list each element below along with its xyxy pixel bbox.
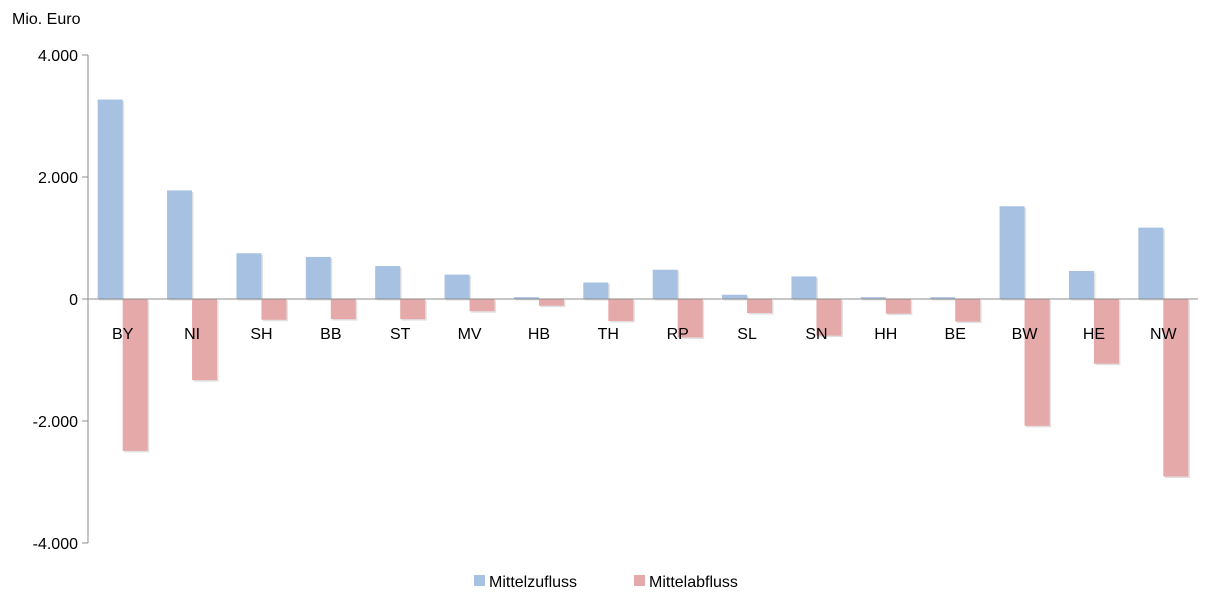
x-category-label-be: BE xyxy=(945,326,966,343)
bar-mittelabfluss-sl xyxy=(747,299,773,314)
bar-mittelzufluss-th xyxy=(583,282,609,299)
x-category-label-ni: NI xyxy=(184,326,200,343)
bar-mittelzufluss-he xyxy=(1068,270,1094,299)
bar-mittelzufluss-be xyxy=(930,297,956,299)
y-tick-label: 0 xyxy=(69,292,78,309)
x-category-label-by: BY xyxy=(112,326,134,343)
x-category-label-st: ST xyxy=(390,326,411,343)
bar-mittelabfluss-bw xyxy=(1024,299,1050,426)
bar-mittelzufluss-sl xyxy=(722,294,748,299)
x-category-label-rp: RP xyxy=(667,326,689,343)
x-category-label-hh: HH xyxy=(874,326,897,343)
bar-mittelabfluss-hh xyxy=(885,299,911,314)
bars xyxy=(97,99,1190,479)
bar-mittelabfluss-he xyxy=(1093,299,1119,364)
x-category-label-nw: NW xyxy=(1150,326,1178,343)
category-labels: BY NI SH BB ST MV HB TH RP SL SN HH BE BW HE NW xyxy=(112,326,1178,343)
bar-mittelzufluss-st xyxy=(375,266,401,299)
x-category-label-sl: SL xyxy=(737,326,757,343)
bar-shadow xyxy=(515,298,541,301)
y-tick-label: 4.000 xyxy=(38,48,78,65)
bar-mittelzufluss-nw xyxy=(1138,227,1164,299)
bar-mittelabfluss-ni xyxy=(192,299,218,381)
bar-mittelabfluss-rp xyxy=(677,299,703,338)
bar-mittelzufluss-sn xyxy=(791,276,817,299)
y-axis-unit-label: Mio. Euro xyxy=(12,11,81,28)
bar-mittelabfluss-sh xyxy=(261,299,287,320)
bar-mittelzufluss-sh xyxy=(236,253,262,299)
bar-mittelabfluss-hb xyxy=(538,299,564,306)
bar-mittelzufluss-bb xyxy=(305,256,331,299)
bar-mittelabfluss-nw xyxy=(1163,299,1189,477)
bar-mittelabfluss-bb xyxy=(330,299,356,320)
legend-swatch-mittelzufluss xyxy=(474,575,485,586)
bar-mittelabfluss-st xyxy=(400,299,426,320)
bar-mittelzufluss-rp xyxy=(652,269,678,299)
x-category-label-bw: BW xyxy=(1012,326,1039,343)
x-category-label-th: TH xyxy=(598,326,619,343)
legend-label-mittelzufluss: Mittelzufluss xyxy=(489,574,577,591)
y-axis: 4.000 2.000 0 -2.000 -4.000 xyxy=(33,48,89,553)
x-category-label-sh: SH xyxy=(250,326,272,343)
bar-mittelzufluss-ni xyxy=(167,190,193,299)
bar-mittelzufluss-mv xyxy=(444,274,470,299)
bar-shadow xyxy=(862,298,888,301)
bar-mittelabfluss-by xyxy=(122,299,148,451)
bar-mittelabfluss-mv xyxy=(469,299,495,312)
x-category-label-sn: SN xyxy=(805,326,827,343)
bar-mittelabfluss-sn xyxy=(816,299,842,336)
bar-mittelzufluss-by xyxy=(97,99,123,299)
y-tick-label: -4.000 xyxy=(33,536,78,553)
y-tick-label: -2.000 xyxy=(33,414,78,431)
bar-shadow xyxy=(931,298,957,301)
bar-mittelzufluss-bw xyxy=(999,206,1025,299)
x-category-label-he: HE xyxy=(1083,326,1105,343)
bar-mittelzufluss-hb xyxy=(513,297,539,299)
x-category-label-mv: MV xyxy=(458,326,482,343)
bar-mittelabfluss-th xyxy=(608,299,634,321)
y-tick-label: 2.000 xyxy=(38,170,78,187)
legend: Mittelzufluss Mittelabfluss xyxy=(474,574,738,591)
x-category-label-bb: BB xyxy=(320,326,341,343)
x-category-label-hb: HB xyxy=(528,326,550,343)
bar-mittelzufluss-hh xyxy=(860,297,886,299)
legend-swatch-mittelabfluss xyxy=(634,575,645,586)
bar-mittelabfluss-be xyxy=(955,299,981,322)
legend-label-mittelabfluss: Mittelabfluss xyxy=(649,574,738,591)
